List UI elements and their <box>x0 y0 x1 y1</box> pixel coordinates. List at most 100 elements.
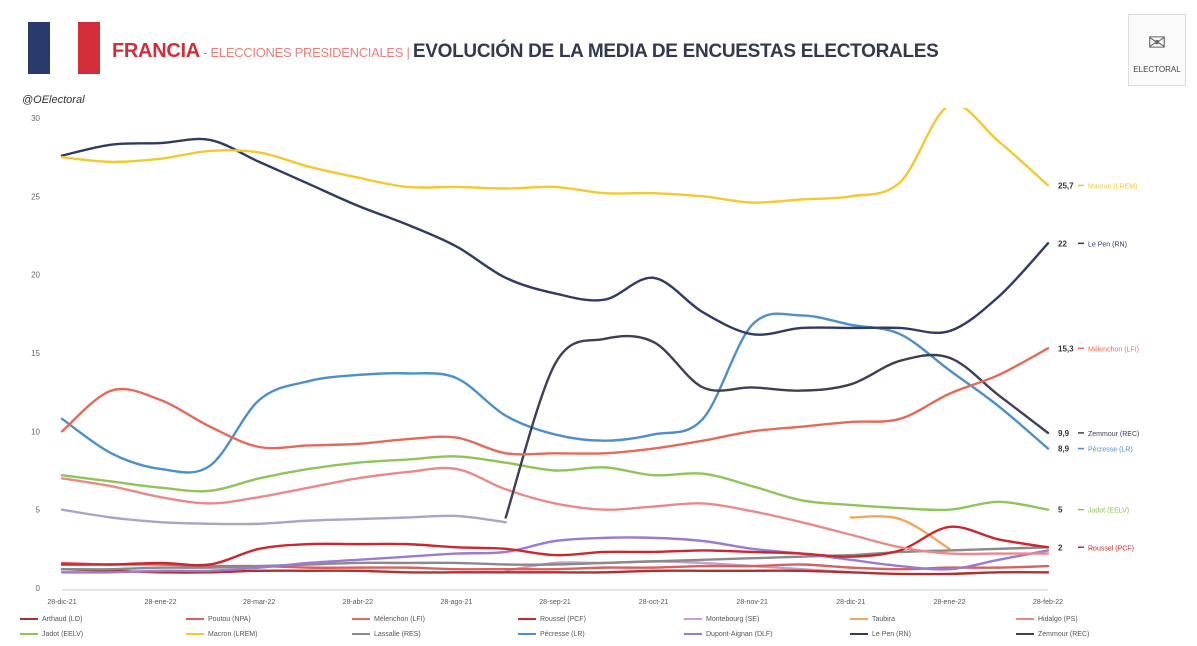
legend-swatch <box>684 633 702 636</box>
legend-swatch <box>518 633 536 636</box>
legend-item: Jadot (EELV) <box>20 631 83 638</box>
flag-white-stripe <box>53 22 75 74</box>
legend-item: Arthaud (LO) <box>20 616 82 623</box>
chart-legend: Arthaud (LO) Poutou (NPA) Mélenchon (LFI) R… <box>20 616 1190 646</box>
end-name-jadot-eelv: Jadot (EELV) <box>1088 508 1129 515</box>
y-tick-label: 0 <box>36 584 41 593</box>
flag-blue-stripe <box>28 22 50 74</box>
legend-swatch <box>1016 633 1034 636</box>
end-name-roussel-pcf: Roussel (PCF) <box>1088 545 1134 552</box>
legend-label: Poutou (NPA) <box>208 616 251 623</box>
legend-label: Le Pen (RN) <box>872 631 911 638</box>
y-tick-label: 30 <box>31 114 40 123</box>
legend-swatch <box>850 633 868 636</box>
legend-item: Macron (LREM) <box>186 631 257 638</box>
series-line-dupont-aignan-dlf <box>60 536 1050 574</box>
legend-item: Dupont-Aignan (DLF) <box>684 631 773 638</box>
legend-label: Lassalle (RES) <box>374 631 421 638</box>
end-value-le-pen-rn: 22 <box>1058 239 1067 248</box>
y-tick-label: 20 <box>31 271 40 280</box>
x-tick-label: 28-oct-21 <box>639 599 669 606</box>
legend-label: Roussel (PCF) <box>540 616 586 623</box>
x-tick-label: 28-dic-21 <box>836 599 865 606</box>
legend-item: Roussel (PCF) <box>518 616 586 623</box>
series-line-jadot-eelv <box>60 455 1050 512</box>
end-name-m-lenchon-lfi: Mélenchon (LFI) <box>1088 346 1139 353</box>
legend-swatch <box>186 618 204 621</box>
end-name-macron-lrem: Macron (LREM) <box>1088 183 1137 190</box>
legend-item: Taubira <box>850 616 895 623</box>
legend-label: Jadot (EELV) <box>42 631 84 638</box>
series-line-bertrand-lr <box>60 508 507 526</box>
end-name-p-cresse-lr: Pécresse (LR) <box>1088 447 1133 454</box>
end-value-macron-lrem: 25,7 <box>1058 181 1074 190</box>
legend-label: Macron (LREM) <box>208 631 258 638</box>
end-value-p-cresse-lr: 8,9 <box>1058 445 1070 454</box>
legend-item: Mélenchon (LFI) <box>352 616 425 623</box>
legend-label: Taubira <box>872 616 895 623</box>
legend-swatch <box>20 633 38 636</box>
legend-item: Hidalgo (PS) <box>1016 616 1078 623</box>
electoral-logo: ✉ ELECTORAL <box>1128 14 1186 86</box>
legend-label: Dupont-Aignan (DLF) <box>706 631 773 638</box>
series-line-zemmour-rec <box>504 334 1050 519</box>
legend-swatch <box>1016 618 1034 621</box>
y-tick-label: 25 <box>31 192 40 201</box>
end-value-zemmour-rec: 9,9 <box>1058 429 1070 438</box>
legend-label: Montebourg (SE) <box>706 616 760 623</box>
x-tick-label: 28-sep-21 <box>539 599 571 606</box>
legend-swatch <box>352 633 370 636</box>
title-country: FRANCIA <box>112 40 200 62</box>
legend-label: Arthaud (LO) <box>42 616 83 623</box>
series-line-arthaud-lo <box>60 568 1050 576</box>
series-line-macron-lrem <box>60 108 1050 204</box>
france-flag-icon <box>28 22 100 74</box>
end-value-m-lenchon-lfi: 15,3 <box>1058 344 1074 353</box>
legend-label: Hidalgo (PS) <box>1038 616 1078 623</box>
legend-swatch <box>20 618 38 621</box>
x-tick-label: 28-abr-22 <box>343 599 373 606</box>
logo-wordmark: ELECTORAL <box>1133 65 1181 74</box>
legend-swatch <box>684 618 702 621</box>
x-tick-label: 28-ene-22 <box>933 599 965 606</box>
legend-swatch <box>186 633 204 636</box>
legend-item: Pécresse (LR) <box>518 631 585 638</box>
series-line-hidalgo-ps <box>60 466 1050 556</box>
x-tick-label: 28-ene-22 <box>145 599 177 606</box>
legend-item: Montebourg (SE) <box>684 616 759 623</box>
title-subtitle: - ELECCIONES PRESIDENCIALES | <box>199 45 413 60</box>
chart-title: FRANCIA - ELECCIONES PRESIDENCIALES | EV… <box>112 40 939 63</box>
x-tick-label: 28-dic-21 <box>47 599 76 606</box>
title-main: EVOLUCIÓN DE LA MEDIA DE ENCUESTAS ELECT… <box>412 41 939 62</box>
series-line-montebourg-se <box>504 560 852 574</box>
legend-swatch <box>352 618 370 621</box>
legend-label: Zemmour (REC) <box>1038 631 1090 638</box>
ballot-icon: ✉ <box>1147 30 1167 55</box>
y-tick-label: 10 <box>31 427 40 436</box>
series-line-p-cresse-lr <box>60 312 1050 474</box>
chart-header: FRANCIA - ELECCIONES PRESIDENCIALES | EV… <box>0 0 1197 95</box>
x-tick-label: 28-ago-21 <box>440 599 472 606</box>
end-name-le-pen-rn: Le Pen (RN) <box>1088 241 1127 248</box>
y-tick-label: 5 <box>36 506 41 515</box>
x-tick-label: 28-feb-22 <box>1033 599 1063 606</box>
series-line-le-pen-rn <box>60 137 1050 336</box>
legend-label: Pécresse (LR) <box>540 631 585 638</box>
series-line-m-lenchon-lfi <box>60 347 1050 456</box>
legend-swatch <box>518 618 536 621</box>
legend-label: Mélenchon (LFI) <box>374 616 425 623</box>
end-value-roussel-pcf: 2 <box>1058 543 1063 552</box>
legend-swatch <box>850 618 868 621</box>
flag-red-stripe <box>78 22 100 74</box>
end-name-zemmour-rec: Zemmour (REC) <box>1088 431 1139 438</box>
legend-item: Poutou (NPA) <box>186 616 251 623</box>
legend-item: Lassalle (RES) <box>352 631 421 638</box>
twitter-handle: @OElectoral <box>22 94 85 106</box>
x-tick-label: 28-nov-21 <box>736 599 768 606</box>
legend-item: Zemmour (REC) <box>1016 631 1089 638</box>
x-tick-label: 28-mar-22 <box>243 599 275 606</box>
end-value-jadot-eelv: 5 <box>1058 506 1063 515</box>
legend-item: Le Pen (RN) <box>850 631 911 638</box>
y-tick-label: 15 <box>31 349 40 358</box>
